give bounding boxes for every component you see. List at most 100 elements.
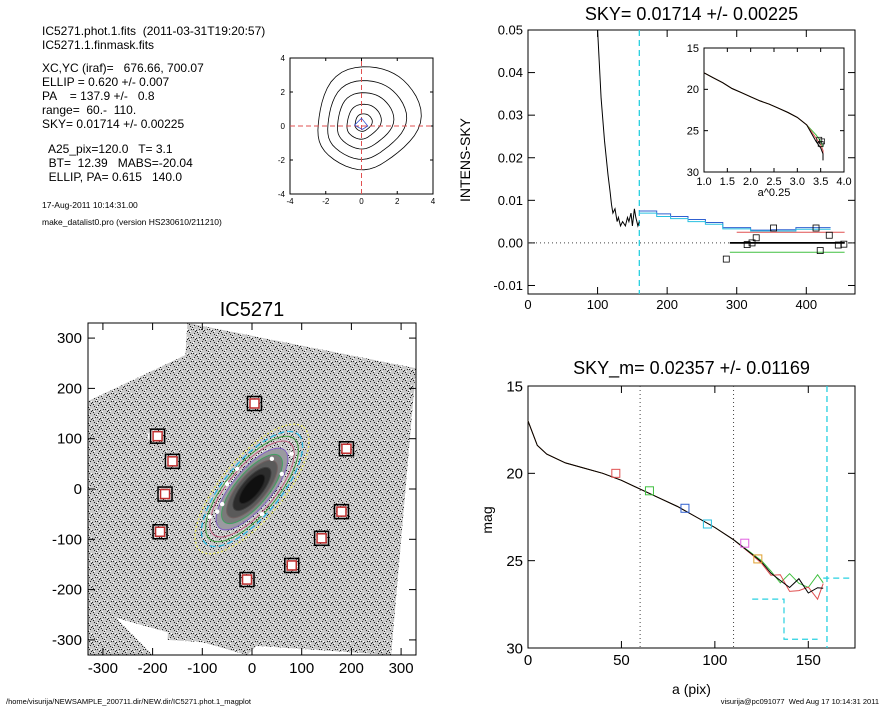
knot: [207, 514, 212, 519]
y-tick-label: -2: [278, 156, 286, 165]
y-tick-label: 30: [687, 167, 699, 179]
x-tick-label: 400: [795, 297, 817, 312]
info-line: SKY= 0.01714 +/- 0.00225: [42, 117, 185, 131]
sky-square: [840, 240, 848, 248]
x-tick-label: 2.0: [743, 176, 758, 188]
contour-line: [337, 92, 395, 150]
sky-square: [722, 255, 730, 263]
star-marker-inner: [316, 533, 327, 544]
sky-err-line: [752, 598, 818, 640]
mag-profile: [527, 420, 824, 589]
star-marker-inner: [249, 398, 260, 409]
star-marker-inner: [286, 560, 298, 571]
y-tick-label: 15: [506, 378, 523, 395]
isophote: [238, 474, 266, 504]
y-tick-label: 25: [506, 553, 523, 570]
info-line: PA = 137.9 +/- 0.8: [42, 89, 155, 103]
x-tick-label: 0: [359, 197, 364, 206]
chart-title: IC5271: [220, 299, 285, 321]
mag-square: [740, 538, 750, 548]
star-marker-outer: [239, 571, 255, 588]
star-marker-inner: [154, 526, 166, 538]
mag-square: [753, 554, 763, 564]
mag-square: [680, 503, 690, 513]
inset-square: [819, 138, 825, 145]
center-contour: [354, 117, 369, 130]
contour-line: [354, 113, 373, 132]
x-tick-label: 50: [613, 652, 630, 669]
star-marker-outer: [338, 441, 355, 457]
mag-square: [611, 468, 621, 478]
sky-square: [816, 247, 824, 254]
star-marker-outer: [284, 557, 300, 574]
info-line: 17-Aug-2011 10:14:31.00: [42, 200, 138, 210]
info-line: IC5271.phot.1.fits (2011-03-31T19:20:57): [42, 24, 266, 38]
x-tick-label: 3.0: [790, 176, 805, 188]
sky-square: [752, 234, 760, 242]
star-marker-inner: [152, 430, 163, 442]
info-line: ELLIP, PA= 0.615 140.0: [42, 170, 182, 184]
plot-frame: [527, 29, 856, 295]
x-tick-label: 100: [587, 297, 609, 312]
inset-x-label: a^0.25: [758, 187, 791, 199]
y-tick-label: 200: [57, 380, 82, 397]
y-tick-label: 20: [687, 84, 699, 96]
info-line: ELLIP = 0.620 +/- 0.007: [42, 75, 170, 89]
y-tick-label: 30: [506, 640, 523, 657]
contour-line: [317, 66, 422, 171]
x-tick-label: 0: [248, 660, 256, 677]
star-marker-outer: [152, 524, 168, 540]
isophote: [194, 423, 310, 555]
star-marker-outer: [164, 453, 181, 470]
sky-square: [743, 241, 751, 249]
x-tick-label: -300: [88, 660, 118, 677]
x-tick-label: 150: [796, 652, 821, 669]
isophote: [200, 430, 304, 548]
x-tick-label: 4: [431, 197, 436, 206]
x-tick-label: 200: [656, 297, 678, 312]
x-tick-label: -2: [322, 197, 330, 206]
y-tick-label: -4: [278, 190, 286, 199]
y-tick-label: -0.01: [493, 278, 523, 293]
y-tick-label: 0.02: [498, 150, 523, 165]
y-tick-label: 100: [57, 431, 82, 448]
sky-square: [834, 241, 842, 249]
star-marker-inner: [336, 506, 347, 517]
star-marker-outer: [149, 428, 166, 444]
x-tick-label: 300: [726, 297, 748, 312]
knot: [259, 511, 265, 517]
star-marker-outer: [157, 486, 173, 502]
y-tick-label: 20: [506, 466, 523, 483]
info-line: A25_pix=120.0 T= 3.1: [42, 142, 173, 156]
sky-square: [825, 231, 833, 239]
x-tick-label: 0: [524, 297, 531, 312]
x-tick-label: 100: [289, 660, 314, 677]
footer-path: /home/visurija/NEWSAMPLE_200711.dir/NEW.…: [6, 697, 251, 706]
knot: [279, 471, 285, 477]
star-marker-inner: [241, 574, 253, 585]
y-tick-label: -200: [52, 582, 82, 599]
x-tick-label: -200: [138, 660, 168, 677]
y-axis-label: INTENS-SKY: [457, 117, 473, 202]
x-tick-label: 0: [524, 652, 532, 669]
y-tick-label: 0.00: [498, 235, 523, 250]
inset-bg: [704, 48, 844, 172]
y-tick-label: 0.05: [498, 23, 523, 38]
contour-line: [327, 80, 408, 160]
profile-line: [597, 30, 640, 228]
star-marker-outer: [313, 530, 330, 547]
mag-profile: [527, 420, 824, 594]
mag-square: [644, 486, 654, 496]
y-tick-label: 0.01: [498, 193, 523, 208]
y-tick-label: -300: [52, 632, 82, 649]
mag-profile: [527, 420, 824, 601]
x-tick-label: 2: [395, 197, 400, 206]
sky-step-blue: [639, 210, 831, 231]
knot: [289, 451, 294, 456]
info-line: XC,YC (iraf)= 676.66, 700.07: [42, 61, 204, 75]
knot: [269, 456, 275, 462]
y-tick-label: -100: [52, 531, 82, 548]
info-line: BT= 12.39 MABS=-20.04: [42, 156, 193, 170]
x-tick-label: -100: [187, 660, 217, 677]
